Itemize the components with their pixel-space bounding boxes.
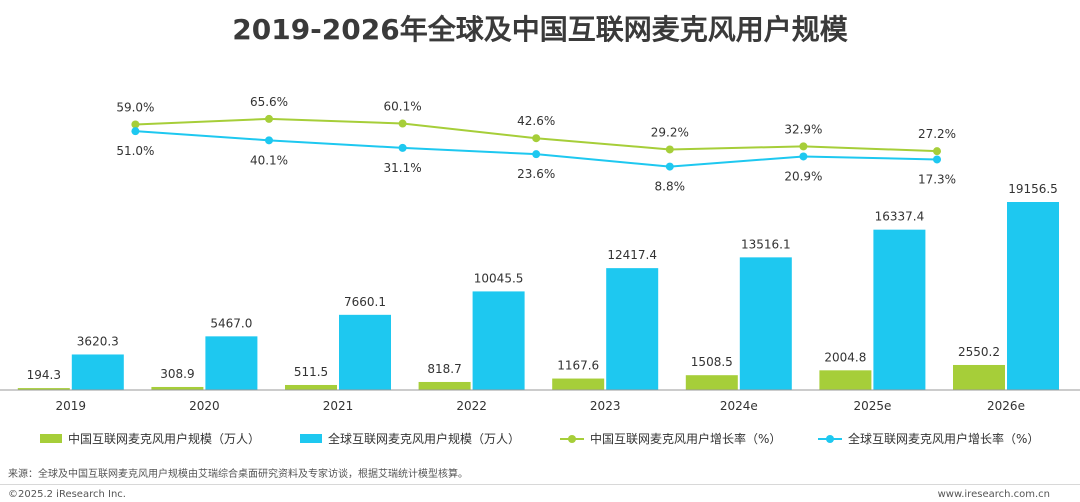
chart-title: 2019-2026年全球及中国互联网麦克风用户规模 [232, 13, 848, 46]
bar-global-4 [606, 268, 659, 390]
bar-label-china-7: 2550.2 [958, 345, 1000, 359]
website-url: www.iresearch.com.cn [937, 489, 1050, 500]
legend-label-global-users: 全球互联网麦克风用户规模（万人） [328, 432, 521, 446]
legend-item-global-growth: 全球互联网麦克风用户增长率（%） [818, 430, 1039, 447]
growth-point-china-6 [933, 147, 941, 156]
growth-label-china-0: 59.0% [116, 100, 154, 114]
bar-label-global-6: 16337.4 [875, 210, 925, 224]
growth-point-china-1 [265, 114, 273, 123]
bar-label-global-1: 5467.0 [210, 316, 252, 330]
copyright: ©2025.2 iResearch Inc. [8, 489, 126, 500]
bar-label-china-3: 818.7 [427, 362, 461, 376]
growth-point-china-0 [131, 120, 140, 129]
x-tick-label-0: 2019 [56, 399, 87, 413]
growth-label-china-5: 32.9% [784, 122, 822, 136]
bar-china-7 [953, 364, 1005, 390]
legend-item-global-users: 全球互联网麦克风用户规模（万人） [300, 430, 520, 447]
legend-swatch-global-growth [818, 434, 842, 444]
growth-label-global-0: 51.0% [116, 144, 154, 158]
bar-label-global-5: 13516.1 [741, 237, 791, 251]
bar-global-3 [472, 291, 525, 390]
bar-china-0 [17, 388, 70, 390]
footer-divider [0, 484, 1080, 485]
growth-label-global-4: 8.8% [655, 180, 686, 194]
bar-label-china-2: 511.5 [294, 365, 328, 379]
bar-label-global-7: 19156.5 [1008, 182, 1058, 196]
growth-point-global-5 [799, 152, 808, 161]
x-tick-label-2: 2021 [323, 399, 354, 413]
bar-label-global-3: 10045.5 [474, 271, 524, 285]
x-tick-label-1: 2020 [189, 399, 220, 413]
bar-china-3 [418, 381, 471, 390]
bar-global-6 [873, 229, 926, 390]
growth-label-china-6: 27.2% [918, 127, 956, 141]
bar-global-0 [71, 354, 124, 390]
legend-item-china-users: 中国互联网麦克风用户规模（万人） [40, 430, 260, 447]
bar-label-china-1: 308.9 [160, 367, 194, 381]
growth-point-china-4 [665, 145, 674, 154]
x-tick-label-5: 2024e [720, 399, 758, 413]
growth-label-china-4: 29.2% [651, 125, 689, 139]
legend-swatch-china-users [40, 434, 62, 443]
bar-label-global-2: 7660.1 [344, 295, 386, 309]
x-tick-label-6: 2025e [853, 399, 891, 413]
legend: 中国互联网麦克风用户规模（万人） 全球互联网麦克风用户规模（万人） 中国互联网麦… [0, 430, 1080, 450]
bar-global-1 [205, 336, 258, 390]
x-tick-label-4: 2023 [590, 399, 621, 413]
bar-china-2 [285, 384, 337, 390]
growth-label-china-1: 65.6% [250, 95, 288, 109]
legend-swatch-global-users [300, 434, 322, 443]
bar-label-global-0: 3620.3 [77, 334, 119, 348]
growth-label-global-6: 17.3% [918, 172, 956, 186]
bar-label-china-5: 1508.5 [691, 355, 733, 369]
growth-point-china-3 [532, 134, 541, 143]
legend-item-china-growth: 中国互联网麦克风用户增长率（%） [560, 430, 781, 447]
growth-point-global-4 [665, 162, 674, 171]
source-note: 来源：全球及中国互联网麦克风用户规模由艾瑞综合桌面研究资料及专家访谈，根据艾瑞统… [8, 469, 468, 480]
growth-label-china-3: 42.6% [517, 114, 555, 128]
legend-label-china-users: 中国互联网麦克风用户规模（万人） [68, 432, 261, 446]
bar-china-1 [151, 386, 204, 390]
growth-point-global-3 [532, 150, 541, 159]
growth-label-global-3: 23.6% [517, 167, 555, 181]
bar-china-5 [685, 375, 738, 390]
growth-label-china-2: 60.1% [384, 100, 422, 114]
growth-point-china-2 [398, 119, 407, 128]
bar-label-china-4: 1167.6 [557, 359, 599, 373]
bar-global-2 [339, 314, 391, 390]
bar-global-7 [1007, 202, 1059, 390]
legend-swatch-china-growth [560, 434, 584, 444]
x-tick-label-3: 2022 [456, 399, 487, 413]
growth-label-global-1: 40.1% [250, 153, 288, 167]
growth-point-global-6 [933, 155, 941, 164]
bar-china-6 [819, 370, 872, 390]
growth-point-global-2 [398, 143, 407, 152]
legend-label-china-growth: 中国互联网麦克风用户增长率（%） [590, 432, 782, 446]
legend-label-global-growth: 全球互联网麦克风用户增长率（%） [848, 432, 1040, 446]
bar-label-china-0: 194.3 [27, 368, 61, 382]
growth-point-global-0 [131, 127, 140, 136]
bar-global-5 [739, 257, 792, 390]
bar-label-global-4: 12417.4 [607, 248, 657, 262]
x-tick-label-7: 2026e [987, 399, 1025, 413]
bar-china-4 [552, 378, 605, 390]
growth-point-global-1 [265, 136, 273, 145]
chart-canvas: 194.3 3620.3 308.9 5467.0 511.5 7660.1 818.7 10… [0, 95, 1080, 413]
growth-point-china-5 [799, 142, 808, 151]
growth-label-global-2: 31.1% [384, 161, 422, 175]
bar-label-china-6: 2004.8 [824, 350, 866, 364]
growth-label-global-5: 20.9% [784, 169, 822, 183]
